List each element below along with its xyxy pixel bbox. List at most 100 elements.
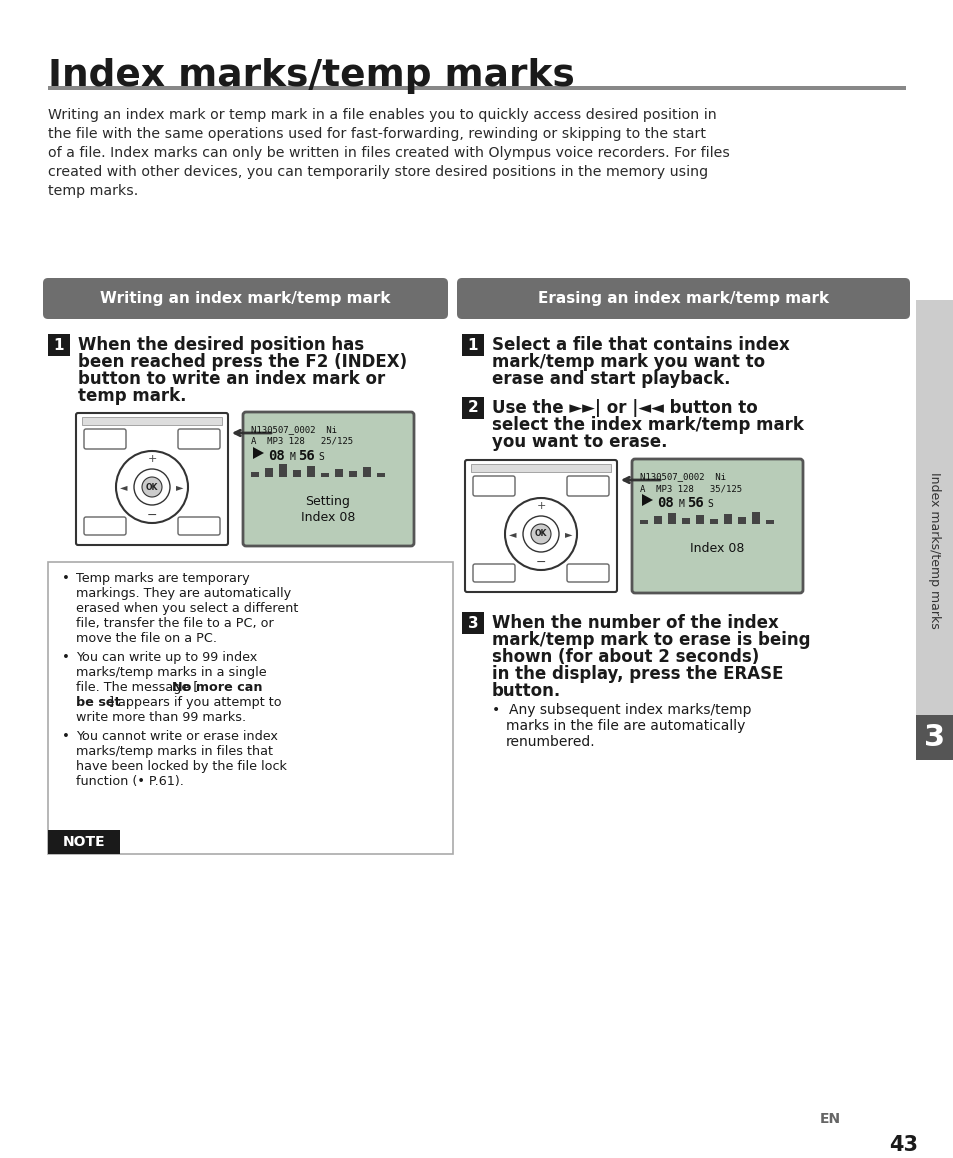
- Circle shape: [133, 469, 170, 505]
- Text: erased when you select a different: erased when you select a different: [76, 602, 298, 615]
- Bar: [307, 466, 314, 477]
- Text: 3: 3: [467, 616, 477, 630]
- FancyBboxPatch shape: [84, 516, 126, 535]
- Text: marks/temp marks in files that: marks/temp marks in files that: [76, 745, 273, 758]
- Text: button to write an index mark or: button to write an index mark or: [78, 371, 385, 388]
- FancyBboxPatch shape: [464, 460, 617, 592]
- Text: −: −: [536, 556, 546, 569]
- FancyBboxPatch shape: [76, 413, 228, 545]
- Text: in the display, press the ERASE: in the display, press the ERASE: [492, 665, 782, 683]
- Text: you want to erase.: you want to erase.: [492, 433, 667, 450]
- Bar: [471, 464, 610, 472]
- Text: M: M: [290, 452, 295, 462]
- Text: Index 08: Index 08: [300, 511, 355, 525]
- Text: OK: OK: [146, 483, 158, 491]
- Circle shape: [142, 477, 162, 497]
- Text: 56: 56: [297, 449, 314, 463]
- Text: •  Any subsequent index marks/temp: • Any subsequent index marks/temp: [492, 703, 751, 717]
- Text: write more than 99 marks.: write more than 99 marks.: [76, 711, 246, 724]
- FancyBboxPatch shape: [631, 459, 802, 593]
- Text: Use the ►►| or |◄◄ button to: Use the ►►| or |◄◄ button to: [492, 400, 757, 417]
- Bar: [915, 714, 953, 760]
- Text: Select a file that contains index: Select a file that contains index: [492, 336, 789, 354]
- Bar: [48, 334, 70, 356]
- Text: have been locked by the file lock: have been locked by the file lock: [76, 760, 287, 774]
- Bar: [251, 472, 258, 477]
- Bar: [681, 518, 689, 525]
- Text: 56: 56: [686, 496, 703, 510]
- Text: S: S: [706, 499, 712, 510]
- Text: 2: 2: [467, 401, 477, 416]
- Text: •: •: [62, 572, 70, 585]
- Text: M: M: [679, 499, 684, 510]
- Text: N130507_0002  Ni: N130507_0002 Ni: [251, 425, 336, 434]
- Text: 3: 3: [923, 724, 944, 753]
- Text: A  MP3 128   25/125: A MP3 128 25/125: [251, 437, 353, 446]
- Text: file. The message [: file. The message [: [76, 681, 198, 694]
- Text: When the number of the index: When the number of the index: [492, 614, 778, 632]
- Text: move the file on a PC.: move the file on a PC.: [76, 632, 216, 645]
- FancyBboxPatch shape: [43, 278, 448, 318]
- Text: 08: 08: [268, 449, 284, 463]
- Text: of a file. Index marks can only be written in files created with Olympus voice r: of a file. Index marks can only be writt…: [48, 146, 729, 160]
- Text: temp mark.: temp mark.: [78, 387, 186, 405]
- Text: ◄: ◄: [120, 482, 128, 492]
- Circle shape: [531, 525, 551, 544]
- Bar: [915, 300, 953, 760]
- Text: +: +: [147, 454, 156, 464]
- Bar: [461, 611, 483, 633]
- Text: Writing an index mark/temp mark: Writing an index mark/temp mark: [100, 291, 391, 306]
- FancyBboxPatch shape: [243, 412, 414, 547]
- Text: When the desired position has: When the desired position has: [78, 336, 364, 354]
- Text: •: •: [62, 651, 70, 664]
- Bar: [48, 86, 905, 90]
- Bar: [667, 513, 676, 525]
- Text: Temp marks are temporary: Temp marks are temporary: [76, 572, 250, 585]
- Text: 1: 1: [467, 337, 477, 352]
- Text: NOTE: NOTE: [63, 835, 105, 849]
- Bar: [639, 520, 647, 525]
- Text: shown (for about 2 seconds): shown (for about 2 seconds): [492, 648, 759, 666]
- FancyBboxPatch shape: [566, 564, 608, 582]
- Text: Setting: Setting: [305, 494, 350, 508]
- Text: 08: 08: [657, 496, 673, 510]
- Bar: [320, 472, 329, 477]
- Text: Index marks/temp marks: Index marks/temp marks: [48, 58, 574, 94]
- Polygon shape: [253, 447, 264, 459]
- Bar: [654, 516, 661, 525]
- Text: select the index mark/temp mark: select the index mark/temp mark: [492, 416, 803, 434]
- Text: be set: be set: [76, 696, 120, 709]
- FancyBboxPatch shape: [178, 428, 220, 449]
- Bar: [293, 470, 301, 477]
- Bar: [278, 464, 287, 477]
- Text: ◄: ◄: [509, 529, 517, 538]
- Text: •: •: [62, 730, 70, 743]
- Text: temp marks.: temp marks.: [48, 184, 138, 198]
- Bar: [751, 512, 760, 525]
- Circle shape: [504, 498, 577, 570]
- Bar: [765, 520, 773, 525]
- Text: +: +: [536, 501, 545, 511]
- Text: No more can: No more can: [172, 681, 262, 694]
- Bar: [461, 334, 483, 356]
- Text: file, transfer the file to a PC, or: file, transfer the file to a PC, or: [76, 617, 274, 630]
- FancyBboxPatch shape: [473, 476, 515, 496]
- Text: You cannot write or erase index: You cannot write or erase index: [76, 730, 277, 743]
- Circle shape: [116, 450, 188, 523]
- Text: ►: ►: [565, 529, 572, 538]
- Text: 43: 43: [888, 1135, 918, 1155]
- FancyBboxPatch shape: [178, 516, 220, 535]
- Text: Writing an index mark or temp mark in a file enables you to quickly access desir: Writing an index mark or temp mark in a …: [48, 108, 716, 122]
- Bar: [335, 469, 343, 477]
- FancyBboxPatch shape: [456, 278, 909, 318]
- Bar: [349, 471, 356, 477]
- Text: marks in the file are automatically: marks in the file are automatically: [505, 719, 744, 733]
- Text: Index 08: Index 08: [689, 542, 743, 555]
- FancyBboxPatch shape: [566, 476, 608, 496]
- Bar: [723, 514, 731, 525]
- Polygon shape: [641, 494, 652, 506]
- Text: ] appears if you attempt to: ] appears if you attempt to: [109, 696, 281, 709]
- Text: Erasing an index mark/temp mark: Erasing an index mark/temp mark: [537, 291, 828, 306]
- Text: the file with the same operations used for fast-forwarding, rewinding or skippin: the file with the same operations used f…: [48, 127, 705, 141]
- Text: −: −: [147, 508, 157, 521]
